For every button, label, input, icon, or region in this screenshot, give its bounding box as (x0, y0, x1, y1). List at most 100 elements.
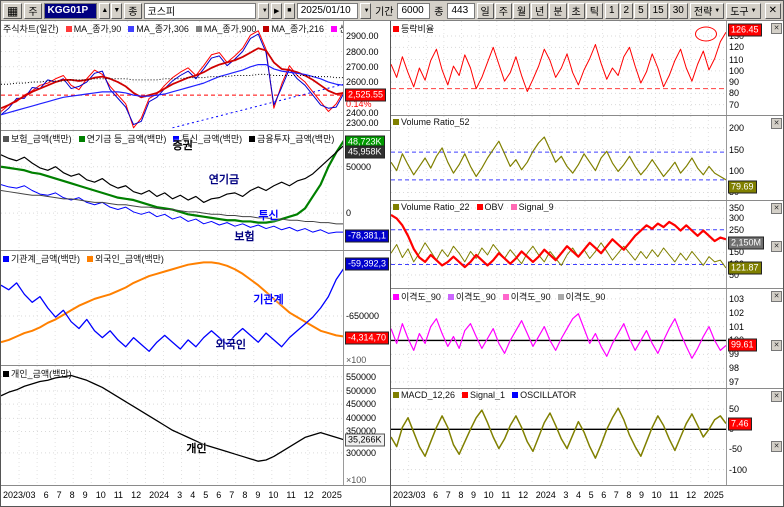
range-input[interactable]: 6000 (397, 2, 431, 19)
date-input[interactable]: 2025/01/10 (296, 2, 359, 19)
vr52-axis: 2001501005079.69 (726, 116, 783, 200)
value-box: 126.45 (728, 23, 762, 37)
axis-tick: 2800.00 (346, 46, 379, 57)
adr-plot[interactable]: 등락비율 (391, 21, 726, 115)
legend-color-swatch-icon (512, 392, 519, 398)
legend-color-swatch-icon (393, 293, 399, 300)
individual-plot[interactable]: 개인_금액(백만) 개인 (1, 366, 344, 485)
axis-tick: 110 (729, 54, 744, 65)
vr52-legend: Volume Ratio_52 (393, 117, 725, 127)
toolbar-button-년[interactable]: 년 (531, 2, 549, 19)
panel-vr52: Volume Ratio_52 2001501005079.69 (391, 116, 783, 201)
toolbar-button-틱[interactable]: 틱 (585, 2, 603, 19)
axis-tick: 2900.00 (346, 31, 379, 42)
legend-color-swatch-icon (65, 25, 72, 32)
adr-legend: 등락비율 (393, 22, 725, 35)
legend-item: 금융투자_금액(백만) (249, 132, 334, 145)
axis-tick: 0.14% (346, 98, 372, 109)
play-button[interactable]: ▶ (271, 2, 283, 19)
legend-item: 이격도_90 (557, 290, 605, 303)
x-axis-label: 5 (588, 490, 594, 500)
market-input[interactable]: 코스피 (143, 2, 257, 19)
obv-legend: Volume Ratio_22 OBV Signal_9 (393, 202, 725, 212)
toolbar-button-2[interactable]: 2 (619, 2, 634, 19)
panel-close-icon[interactable]: ✕ (771, 291, 782, 302)
axis-tick: ×100 (346, 355, 367, 366)
price-axis: 2900.00 2800.00 2700.00 2600.00 0.14% 2400.00… (343, 21, 390, 130)
panel-price: 주식차트(일간) MA_종가,90 MA_종가,306 MA_종가,900 MA_종가,… (1, 21, 390, 131)
toolbar-button-초[interactable]: 초 (567, 2, 585, 19)
toolbar-button-주[interactable]: 주 (494, 2, 512, 19)
legend-label: 기관계_금액(백만) (11, 254, 80, 264)
axis-tick: 2600.00 (346, 77, 379, 88)
x-axis-label: 2023/03 (3, 490, 36, 500)
x-axis-label: 9 (82, 490, 88, 500)
legend-item: Signal_1 (462, 390, 505, 400)
spin-down-button[interactable]: ▼ (111, 2, 123, 19)
value-box: 121.87 (728, 261, 762, 275)
toolbar: ▦ 주 KGG01P ▲ ▼ 종 코스피 ▼ ▶ ■ 2025/01/10 ▼ … (1, 1, 783, 21)
stock-button[interactable]: 종 (124, 2, 142, 19)
axis-tick: 101 (729, 321, 745, 332)
panel-close-icon[interactable]: ✕ (771, 441, 782, 452)
tools-button[interactable]: 도구 ▼ (726, 2, 761, 19)
x-axis-label: 7 (613, 490, 619, 500)
obv-chart-canvas (391, 201, 726, 288)
toolbar-button-월[interactable]: 월 (512, 2, 531, 19)
market-dropdown-button[interactable]: ▼ (258, 2, 270, 19)
x-axis-label: 8 (458, 490, 464, 500)
count-value[interactable]: 443 (447, 2, 475, 19)
stop-button[interactable]: ■ (284, 2, 295, 19)
x-axis-label: 2023/03 (393, 490, 426, 500)
panel-adr: 등락비율 130120110100908070126.45 (391, 21, 783, 116)
toolbar-button-1[interactable]: 1 (604, 2, 619, 19)
panel-close-icon[interactable]: ✕ (771, 391, 782, 402)
tools-label: 도구 (730, 7, 749, 18)
panel-close-icon[interactable]: ✕ (771, 23, 782, 34)
spin-up-button[interactable]: ▲ (99, 2, 111, 19)
disparity-plot[interactable]: 이격도_90 이격도_90 이격도_90 이격도_90 (391, 289, 726, 388)
x-axis-label: 2025 (321, 490, 342, 500)
strategy-button[interactable]: 전략 ▼ (689, 2, 725, 19)
toolbar-button-분[interactable]: 분 (549, 2, 567, 19)
x-axis-label: 12 (303, 490, 314, 500)
price-plot[interactable]: 주식차트(일간) MA_종가,90 MA_종가,306 MA_종가,900 MA_종가,… (1, 21, 344, 130)
axis-tick: 80 (729, 88, 740, 99)
adr-axis: 130120110100908070126.45 (726, 21, 783, 115)
value-box: 99.61 (728, 338, 757, 352)
chart-icon[interactable]: ▦ (3, 2, 23, 19)
legend-label: 이격도_90 (455, 292, 496, 302)
investor-legend: 보험_금액(백만) 연기금 등_금액(백만) 투신_금액(백만) 금융투자_금액(백만… (3, 132, 343, 145)
panel-close-icon[interactable]: ✕ (771, 118, 782, 129)
toolbar-button-일[interactable]: 일 (476, 2, 494, 19)
toolbar-button-5[interactable]: 5 (634, 2, 648, 19)
toolbar-button-15[interactable]: 15 (648, 2, 668, 19)
legend-color-swatch-icon (86, 255, 93, 262)
date-dropdown-button[interactable]: ▼ (360, 2, 372, 19)
axis-tick: 50 (729, 269, 740, 280)
legend-label: OBV (484, 202, 504, 212)
panel-close-icon[interactable]: ✕ (771, 340, 782, 351)
legend-color-swatch-icon (393, 119, 399, 125)
window-close-button[interactable]: ✕ (764, 2, 781, 19)
legend-item: 개인_금액(백만) (3, 367, 72, 380)
axis-tick: 50 (729, 404, 740, 415)
cycle-select[interactable]: 주 (24, 2, 42, 19)
institution-plot[interactable]: 기관계_금액(백만) 외국인_금액(백만) 기관계 외국인 (1, 251, 344, 365)
chevron-down-icon: ▼ (261, 7, 268, 14)
vr52-plot[interactable]: Volume Ratio_52 (391, 116, 726, 200)
macd-plot[interactable]: MACD_12,26 Signal_1 OSCILLATOR (391, 389, 726, 485)
axis-tick: 97 (729, 377, 740, 388)
toolbar-button-30[interactable]: 30 (668, 2, 688, 19)
panel-close-icon[interactable]: ✕ (771, 203, 782, 214)
panel-close-icon[interactable]: ✕ (771, 241, 782, 252)
investor-plot[interactable]: 보험_금액(백만) 연기금 등_금액(백만) 투신_금액(백만) 금융투자_금액(백만… (1, 131, 344, 250)
legend-label: 신.. (339, 22, 343, 35)
obv-plot[interactable]: Volume Ratio_22 OBV Signal_9 (391, 201, 726, 288)
code-input[interactable]: KGG01P (43, 2, 98, 19)
legend-label: MA_종가,90 (73, 24, 122, 34)
legend-color-swatch-icon (3, 135, 9, 142)
axis-tick: 98 (729, 363, 740, 374)
legend-color-swatch-icon (557, 293, 564, 300)
